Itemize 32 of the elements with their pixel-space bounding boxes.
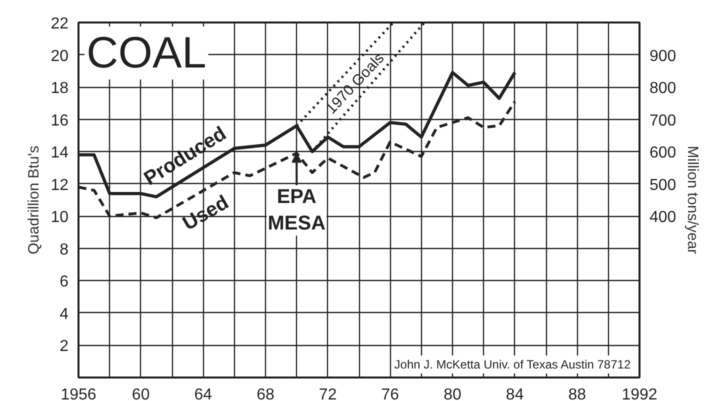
x-tick-label: 84 <box>506 386 524 401</box>
y-tick-label: 4 <box>60 306 69 323</box>
y-axis-title: Quadrillion Btu's <box>26 146 43 254</box>
x-tick-label: 72 <box>318 386 337 401</box>
y-tick-label: 22 <box>50 16 69 32</box>
chart-title: COAL <box>86 28 206 78</box>
y-tick-label: 2 <box>60 338 69 356</box>
y2-tick-label: 800 <box>650 80 676 98</box>
y-tick-label: 14 <box>50 144 69 162</box>
y-tick-label: 6 <box>60 274 69 291</box>
y-tick-label: 18 <box>50 80 69 98</box>
y2-tick-label: 600 <box>650 144 676 162</box>
x-tick-label: 88 <box>568 386 586 401</box>
y-tick-label: 8 <box>60 241 69 258</box>
y-tick-label: 10 <box>50 209 69 226</box>
x-tick-label: 1956 <box>60 386 96 401</box>
y-tick-label: 16 <box>50 112 69 130</box>
x-tick-label: 80 <box>444 386 462 401</box>
y-tick-label: 20 <box>50 48 69 65</box>
y2-tick-label: 400 <box>650 209 676 226</box>
x-tick-label: 76 <box>381 386 400 401</box>
x-tick-label: 60 <box>132 386 150 401</box>
y-tick-label: 12 <box>50 176 69 194</box>
x-tick-label: 64 <box>194 386 212 401</box>
y2-tick-label: 700 <box>650 112 676 130</box>
y2-tick-label: 500 <box>650 176 676 194</box>
annotation: EPA MESA <box>268 186 326 235</box>
annotation: John J. McKetta Univ. of Texas Austin 78712 <box>394 358 631 372</box>
y2-axis-title: Million tons/year <box>684 146 702 254</box>
y2-tick-label: 900 <box>650 48 676 65</box>
x-tick-label: 68 <box>256 386 274 401</box>
x-tick-label: 1992 <box>622 386 658 401</box>
